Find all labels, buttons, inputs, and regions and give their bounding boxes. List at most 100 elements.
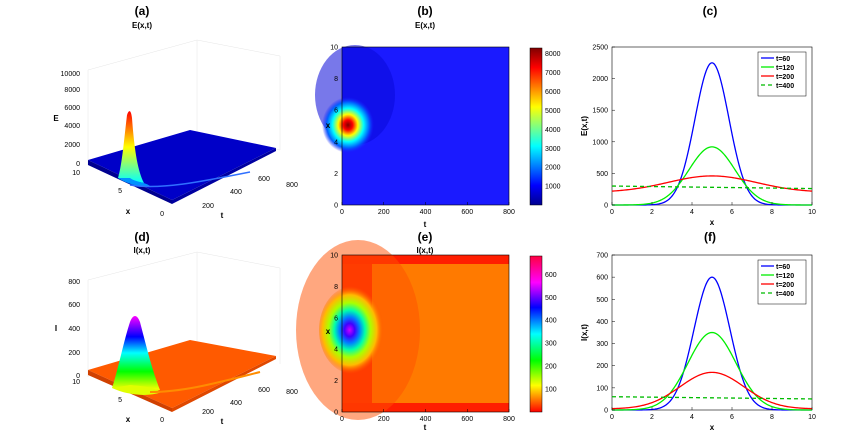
x-ticks-d: 0 5 10 (72, 379, 164, 424)
y-tick: 2500 (592, 45, 608, 52)
z-ticks-a: 0 2000 4000 6000 8000 10000 (61, 71, 81, 168)
colorbar-tick: 1000 (545, 184, 561, 191)
svg-text:2000: 2000 (64, 142, 80, 149)
title-a: E(x,t) (132, 21, 152, 30)
series-t-200 (611, 371, 813, 410)
y-tick: 700 (596, 253, 608, 260)
panel-label-c: (c) (703, 4, 718, 18)
colorbar-tick: 6000 (545, 89, 561, 96)
panel-label-b: (b) (417, 4, 432, 18)
y-tick: 300 (596, 341, 608, 348)
svg-text:0: 0 (160, 211, 164, 218)
x-tick: 600 (461, 209, 473, 216)
y-tick: 2000 (592, 76, 608, 83)
svg-text:5: 5 (118, 397, 122, 404)
svg-text:200: 200 (202, 203, 214, 210)
legend-label: t=200 (776, 74, 794, 81)
surface-peak-a (118, 111, 144, 183)
y-tick: 8 (334, 76, 338, 83)
t-ticks-d: 200 400 600 800 (202, 387, 298, 416)
svg-text:0: 0 (160, 417, 164, 424)
svg-text:200: 200 (68, 350, 80, 357)
axis-ticks-e: 0 200 400 600 800 0 2 4 6 8 10 (330, 253, 515, 424)
y-tick: 4 (334, 347, 338, 354)
line-plot-c: 0 2 4 6 8 1005001000150020002500xE(x,t)t=60t=… (580, 45, 816, 228)
x-tick: 800 (503, 209, 515, 216)
y-tick: 500 (596, 171, 608, 178)
colorbar-tick: 500 (545, 295, 557, 302)
y-tick: 1000 (592, 139, 608, 146)
svg-text:800: 800 (68, 279, 80, 286)
y-tick: 100 (596, 385, 608, 392)
z-label-d: I (55, 324, 57, 333)
svg-text:5: 5 (118, 188, 122, 195)
series-t-400 (611, 396, 813, 400)
x-tick: 0 (610, 209, 614, 216)
colorbar-tick: 3000 (545, 146, 561, 153)
colorbar-ticks-b: 1000 2000 3000 4000 5000 6000 7000 8000 (545, 51, 561, 190)
svg-text:400: 400 (68, 326, 80, 333)
panel-label-d: (d) (134, 230, 149, 244)
title-d: I(x,t) (134, 246, 151, 255)
x-tick: 400 (420, 416, 432, 423)
hotspot-e (319, 286, 387, 374)
svg-text:8000: 8000 (64, 87, 80, 94)
y-tick: 6 (334, 108, 338, 115)
legend: t=60 t=120 t=200 t=400 (757, 259, 807, 305)
t-label-d: t (221, 417, 224, 426)
series-t-60 (612, 276, 812, 411)
x-tick: 2 (650, 209, 654, 216)
y-tick: 600 (596, 275, 608, 282)
legend-label: t=120 (776, 273, 794, 280)
x-label: x (710, 423, 715, 432)
y-tick: 10 (330, 45, 338, 52)
x-label-b: t (424, 220, 427, 229)
y-tick: 6 (334, 315, 338, 322)
y-tick: 0 (604, 408, 608, 415)
colorbar-ticks-e: 100 200 300 400 500 600 (545, 272, 557, 394)
x-tick: 10 (808, 414, 816, 421)
y-tick: 1500 (592, 108, 608, 115)
svg-text:10000: 10000 (61, 71, 81, 78)
panel-a: (a) E(x,t) 0 2000 4000 6000 8000 10000 E… (53, 4, 298, 220)
line-plot-f: 0 2 4 6 8 100100200300400500600700xI(x,t)t=60… (580, 253, 816, 433)
panel-d: (d) I(x,t) 0 200 400 600 800 I 0 5 10 x (55, 230, 298, 426)
x-tick: 4 (690, 414, 694, 421)
x-tick: 8 (770, 414, 774, 421)
colorbar-tick: 100 (545, 387, 557, 394)
series-t-120 (611, 331, 813, 411)
x-tick: 0 (610, 414, 614, 421)
x-tick: 4 (690, 209, 694, 216)
x-label: x (710, 218, 715, 227)
panel-b: (b) E(x,t) 10002000300040005000600070008… (315, 4, 561, 229)
x-tick: 200 (378, 209, 390, 216)
colorbar-tick: 7000 (545, 70, 561, 77)
x-tick: 400 (420, 209, 432, 216)
y-tick: 400 (596, 319, 608, 326)
box-grid-d (87, 251, 281, 377)
series-t-60 (612, 62, 812, 206)
colorbar-e (529, 255, 543, 413)
y-tick: 200 (596, 363, 608, 370)
x-tick: 2 (650, 414, 654, 421)
colorbar-tick: 600 (545, 272, 557, 279)
y-tick: 0 (604, 203, 608, 210)
svg-text:10: 10 (72, 379, 80, 386)
title-e: I(x,t) (417, 246, 434, 255)
x-label-a: x (126, 207, 131, 216)
colorbar-b (529, 47, 543, 206)
x-tick: 6 (730, 414, 734, 421)
t-label-a: t (221, 211, 224, 220)
panel-label-f: (f) (704, 230, 716, 244)
svg-text:600: 600 (68, 302, 80, 309)
x-tick: 6 (730, 209, 734, 216)
panel-label-a: (a) (135, 4, 150, 18)
x-tick: 600 (461, 416, 473, 423)
svg-text:400: 400 (230, 189, 242, 196)
axis-ticks-b: 0 200 400 600 800 0 2 4 6 8 10 (330, 45, 515, 217)
y-label-b: x (326, 121, 331, 130)
x-label-e: t (424, 423, 427, 432)
legend-box (757, 259, 807, 305)
series-t-400 (611, 185, 813, 190)
legend-label: t=60 (776, 264, 790, 271)
